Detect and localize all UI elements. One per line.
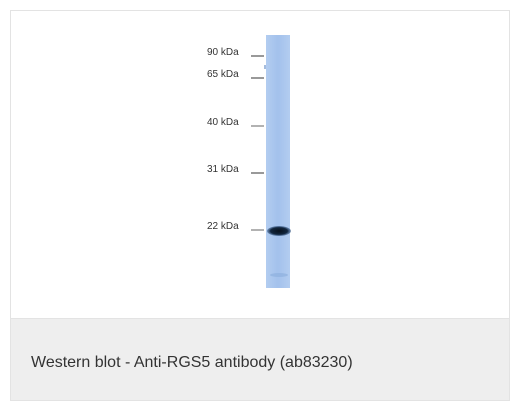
blot-speck: [264, 65, 266, 69]
western-blot-figure[interactable]: 90 kDa 65 kDa 40 kDa 31 kDa 22 kDa: [11, 11, 509, 318]
blot-band-22kda: [267, 226, 291, 236]
marker-label-31kda: 31 kDa: [207, 164, 239, 175]
blot-lane: [266, 35, 290, 288]
marker-label-40kda: 40 kDa: [207, 117, 239, 128]
marker-label-90kda: 90 kDa: [207, 47, 239, 58]
marker-label-65kda: 65 kDa: [207, 69, 239, 80]
caption-bar: Western blot - Anti-RGS5 antibody (ab832…: [11, 318, 509, 400]
blot-faint-band: [270, 273, 288, 277]
product-image-card: 90 kDa 65 kDa 40 kDa 31 kDa 22 kDa Weste…: [10, 10, 510, 401]
image-caption: Western blot - Anti-RGS5 antibody (ab832…: [31, 354, 353, 371]
marker-label-22kda: 22 kDa: [207, 221, 239, 232]
western-blot-image: 90 kDa 65 kDa 40 kDa 31 kDa 22 kDa: [207, 35, 291, 288]
